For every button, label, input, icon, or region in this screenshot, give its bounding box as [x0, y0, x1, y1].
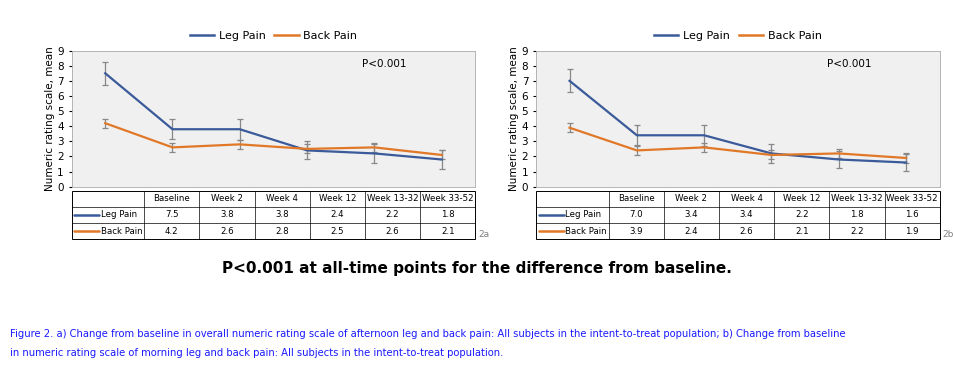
Legend: Leg Pain, Back Pain: Leg Pain, Back Pain [649, 26, 825, 45]
Text: Week 33-52: Week 33-52 [421, 194, 473, 203]
Text: 2a: 2a [477, 230, 489, 239]
Text: 2.6: 2.6 [739, 227, 753, 236]
Text: 2.1: 2.1 [794, 227, 808, 236]
Text: 1.8: 1.8 [849, 210, 862, 219]
Text: 7.5: 7.5 [165, 210, 178, 219]
Text: Week 13-32: Week 13-32 [366, 194, 418, 203]
Y-axis label: Numeric rating scale, mean: Numeric rating scale, mean [45, 46, 54, 191]
Text: 2.6: 2.6 [220, 227, 233, 236]
Text: Baseline: Baseline [153, 194, 190, 203]
Text: Week 33-52: Week 33-52 [885, 194, 937, 203]
Text: 3.8: 3.8 [220, 210, 233, 219]
Text: Week 13-32: Week 13-32 [830, 194, 882, 203]
Text: 2.4: 2.4 [684, 227, 698, 236]
Text: 4.2: 4.2 [165, 227, 178, 236]
Text: Back Pain: Back Pain [100, 227, 142, 236]
Text: 2b: 2b [942, 230, 953, 239]
Text: Figure 2. a) Change from baseline in overall numeric rating scale of afternoon l: Figure 2. a) Change from baseline in ove… [10, 329, 844, 339]
Text: Back Pain: Back Pain [564, 227, 606, 236]
Y-axis label: Numeric rating scale, mean: Numeric rating scale, mean [508, 46, 518, 191]
Text: P<0.001 at all-time points for the difference from baseline.: P<0.001 at all-time points for the diffe… [222, 261, 731, 276]
Text: 1.6: 1.6 [904, 210, 918, 219]
Text: Week 12: Week 12 [782, 194, 820, 203]
Text: 2.1: 2.1 [440, 227, 454, 236]
Text: 1.9: 1.9 [904, 227, 918, 236]
Text: P<0.001: P<0.001 [825, 59, 870, 69]
Legend: Leg Pain, Back Pain: Leg Pain, Back Pain [185, 26, 361, 45]
Text: 2.2: 2.2 [849, 227, 862, 236]
Text: 2.5: 2.5 [331, 227, 344, 236]
Text: P<0.001: P<0.001 [362, 59, 406, 69]
Text: 2.2: 2.2 [794, 210, 808, 219]
Text: Week 2: Week 2 [675, 194, 706, 203]
Text: 1.8: 1.8 [440, 210, 454, 219]
Text: Week 12: Week 12 [318, 194, 355, 203]
Text: Week 4: Week 4 [266, 194, 298, 203]
Text: Leg Pain: Leg Pain [564, 210, 600, 219]
Text: Week 4: Week 4 [730, 194, 761, 203]
Text: 3.9: 3.9 [629, 227, 642, 236]
Text: Baseline: Baseline [618, 194, 654, 203]
Text: Leg Pain: Leg Pain [100, 210, 136, 219]
Text: 3.4: 3.4 [684, 210, 698, 219]
Text: in numeric rating scale of morning leg and back pain: All subjects in the intent: in numeric rating scale of morning leg a… [10, 348, 502, 358]
Text: Week 2: Week 2 [211, 194, 243, 203]
Text: 2.6: 2.6 [385, 227, 399, 236]
Text: 2.8: 2.8 [275, 227, 289, 236]
Text: 3.4: 3.4 [739, 210, 753, 219]
Text: 3.8: 3.8 [275, 210, 289, 219]
Text: 2.4: 2.4 [331, 210, 344, 219]
Text: 2.2: 2.2 [385, 210, 399, 219]
Text: 7.0: 7.0 [629, 210, 642, 219]
